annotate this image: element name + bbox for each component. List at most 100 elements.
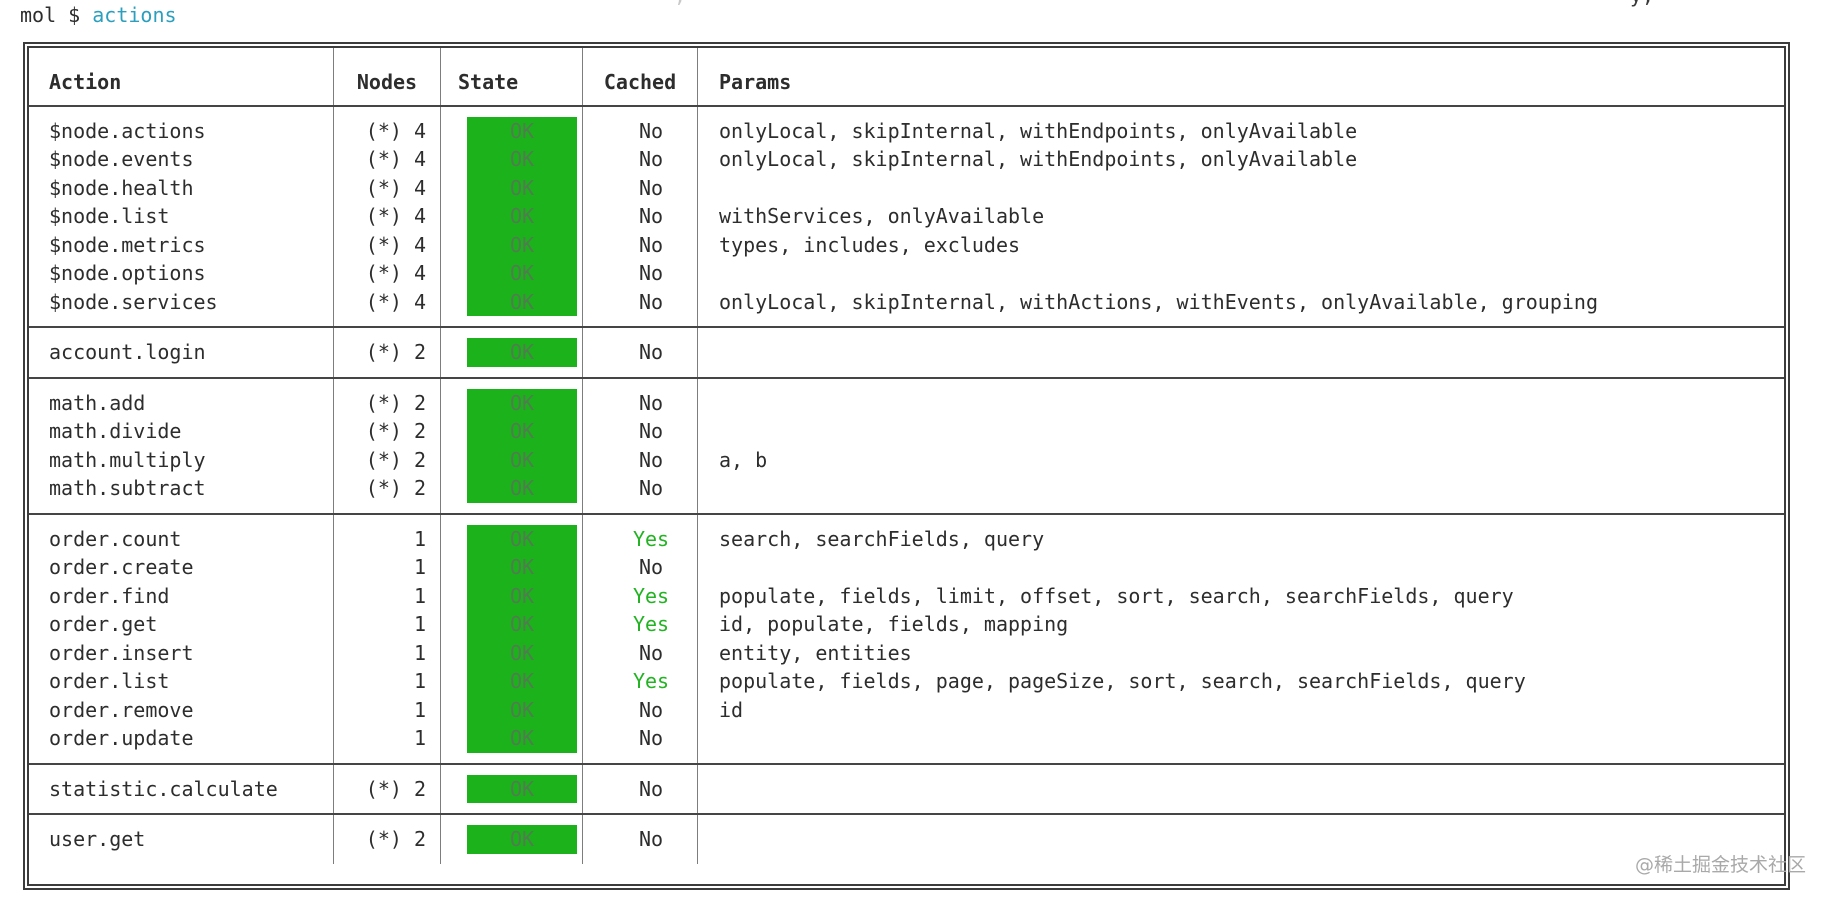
cached-value-cell: No — [638, 147, 664, 171]
table-body: $node.actions $node.events $node.health $no… — [29, 106, 1784, 864]
params-list-cell — [698, 825, 1784, 854]
params-list-cell: types, includes, excludes — [719, 232, 1021, 257]
cached-value-cell: No — [638, 390, 664, 415]
cached-column: No — [582, 815, 697, 864]
params-list-cell: id, populate, fields, mapping — [719, 612, 1069, 636]
state-ok-label: OK — [509, 583, 535, 608]
params-list-cell: populate, fields, page, pageSize, sort, … — [719, 669, 1526, 693]
cached-value-cell: No — [638, 261, 664, 285]
nodes-column: (*) 2 (*) 2 (*) 2 (*) 2 — [333, 378, 440, 513]
nodes-count-cell: 1 — [413, 526, 426, 551]
cached-column: No — [582, 328, 697, 377]
params-list-cell — [698, 417, 1784, 446]
watermark: @稀土掘金技术社区 — [1634, 854, 1806, 876]
nodes-count-cell: (*) 4 — [365, 289, 426, 314]
cached-value-cell: No — [638, 827, 664, 851]
params-list-cell — [698, 389, 1784, 418]
action-name-cell: math.add — [49, 390, 146, 415]
action-name-cell: order.list — [49, 669, 170, 693]
cached-value-cell: No — [638, 640, 664, 665]
cached-value-cell: No — [638, 476, 664, 500]
action-name-cell: user.get — [49, 827, 146, 851]
state-column: OK OK OK OK OK OK OK OK — [440, 514, 582, 763]
state-ok-label: OK — [509, 118, 535, 143]
action-name-cell: $node.options — [49, 261, 206, 285]
nodes-column: (*) 2 — [333, 815, 440, 864]
state-ok-label: OK — [509, 476, 535, 500]
top-edge-text-fragment: , — [674, 0, 686, 7]
table-row-group: order.count order.create order.find order.g… — [29, 512, 1784, 763]
state-ok-badge: OK OK OK OK OK OK OK OK — [467, 524, 577, 753]
state-column: OK OK OK OK — [440, 378, 582, 513]
nodes-column: 1 1 1 1 1 1 1 1 — [333, 514, 440, 763]
nodes-count-cell: (*) 2 — [365, 419, 426, 443]
actions-table: Action Nodes State Cached Params $node.a… — [23, 42, 1790, 890]
table-row-group: $node.actions $node.events $node.health $no… — [29, 106, 1784, 327]
cached-value-cell: No — [638, 118, 664, 143]
state-ok-label: OK — [509, 726, 535, 750]
state-ok-label: OK — [509, 669, 535, 693]
params-list-cell: id — [719, 697, 744, 722]
state-ok-label: OK — [509, 447, 535, 472]
cached-value-cell: Yes — [632, 612, 670, 636]
state-ok-badge: OK — [467, 825, 577, 854]
nodes-count-cell: (*) 4 — [365, 204, 426, 228]
params-list-cell — [698, 259, 1784, 288]
state-ok-label: OK — [509, 289, 535, 314]
nodes-count-cell: (*) 4 — [365, 118, 426, 143]
params-column: a, b — [697, 378, 1784, 513]
params-list-cell — [698, 724, 1784, 753]
nodes-count-cell: (*) 2 — [365, 776, 426, 801]
cached-value-cell: No — [638, 555, 664, 579]
nodes-count-cell: (*) 4 — [365, 147, 426, 171]
nodes-count-cell: 1 — [413, 583, 426, 608]
action-name-cell: math.multiply — [49, 447, 206, 472]
action-name-cell: $node.events — [49, 147, 194, 171]
state-ok-badge: OK — [467, 774, 577, 803]
nodes-count-cell: 1 — [413, 640, 426, 665]
column-header-state: State — [440, 48, 582, 105]
table-header-row: Action Nodes State Cached Params — [29, 48, 1784, 107]
action-column: account.login — [29, 328, 333, 377]
params-list-cell: entity, entities — [719, 640, 912, 665]
state-ok-label: OK — [509, 175, 535, 200]
params-list-cell — [698, 553, 1784, 582]
state-ok-badge: OK OK OK OK — [467, 388, 577, 503]
table-row-group: user.get (*) 2 OK No — [29, 813, 1784, 864]
action-column: statistic.calculate — [29, 765, 333, 814]
table-row-group: account.login (*) 2 OK No — [29, 326, 1784, 377]
table-row-group: math.add math.divide math.multiply math.sub… — [29, 376, 1784, 513]
cached-value-cell: Yes — [632, 526, 670, 551]
action-name-cell: order.insert — [49, 640, 194, 665]
nodes-count-cell: (*) 2 — [365, 827, 426, 851]
action-column: math.add math.divide math.multiply math.sub… — [29, 379, 333, 513]
action-name-cell: order.update — [49, 726, 194, 750]
action-name-cell: $node.actions — [49, 118, 206, 143]
params-list-cell — [698, 775, 1784, 804]
cached-value-cell: No — [638, 776, 664, 801]
nodes-count-cell: (*) 4 — [365, 261, 426, 285]
state-ok-label: OK — [509, 827, 535, 851]
action-column: order.count order.create order.find order.g… — [29, 515, 333, 763]
action-name-cell: order.create — [49, 555, 194, 579]
state-ok-label: OK — [509, 697, 535, 722]
params-list-cell — [698, 474, 1784, 503]
action-column: $node.actions $node.events $node.health $no… — [29, 107, 333, 327]
cached-value-cell: No — [638, 726, 664, 750]
nodes-count-cell: 1 — [413, 612, 426, 636]
action-name-cell: math.divide — [49, 419, 182, 443]
params-list-cell — [698, 174, 1784, 203]
nodes-count-cell: (*) 2 — [365, 476, 426, 500]
state-ok-label: OK — [509, 204, 535, 228]
action-name-cell: order.find — [49, 583, 170, 608]
action-name-cell: order.count — [49, 526, 182, 551]
state-column: OK — [440, 815, 582, 864]
cached-value-cell: No — [638, 340, 664, 364]
top-edge-text-fragment: y, — [1630, 0, 1654, 7]
action-name-cell: $node.list — [49, 204, 170, 228]
cached-column: No — [582, 764, 697, 813]
state-ok-label: OK — [509, 612, 535, 636]
column-header-cached: Cached — [582, 48, 697, 105]
cached-value-cell: Yes — [632, 669, 670, 693]
